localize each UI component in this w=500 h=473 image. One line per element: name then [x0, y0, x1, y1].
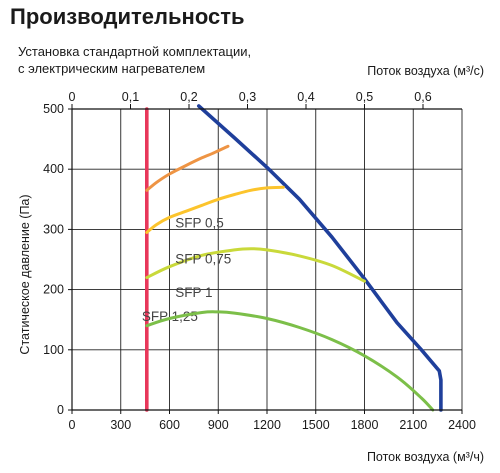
grid-lines [72, 108, 463, 410]
x-tick-label: 2100 [399, 418, 427, 432]
top-tick-label: 0,6 [414, 90, 431, 104]
x-tick-label: 1800 [351, 418, 379, 432]
sfp-curve [145, 310, 435, 412]
top-tick-label: 0,2 [180, 90, 197, 104]
x-tick-label: 2400 [448, 418, 476, 432]
subtitle-line-2: с электрическим нагревателем [18, 61, 206, 76]
subtitle-line-1: Установка стандартной комплектации, [18, 44, 252, 59]
top-tick-label: 0,1 [122, 90, 139, 104]
sfp-curve [145, 247, 366, 283]
y-tick-label: 400 [43, 162, 64, 176]
y-tick-label: 200 [43, 283, 64, 297]
y-tick-label: 500 [43, 102, 64, 116]
chart-axes [68, 104, 463, 414]
chart-subtitle: Установка стандартной комплектации, с эл… [18, 43, 318, 77]
curve-label: SFP 1 [175, 285, 212, 300]
sfp-curve [145, 144, 230, 192]
y-tick-label: 0 [57, 403, 64, 417]
bottom-axis-label: Поток воздуха (м³/ч) [367, 450, 484, 464]
curve-label: SFP 0,5 [175, 216, 224, 231]
top-tick-label: 0,4 [297, 90, 314, 104]
chart-title: Производительность [10, 4, 245, 29]
x-tick-label: 1500 [302, 418, 330, 432]
tick-labels: 0 0,1 0,2 0,3 0,4 0,5 0,6 0 300 600 900 1200 1500 180… [43, 90, 476, 432]
top-tick-label: 0,5 [356, 90, 373, 104]
y-axis-label: Статическое давление (Па) [18, 194, 32, 354]
x-tick-label: 600 [159, 418, 180, 432]
x-tick-label: 300 [110, 418, 131, 432]
top-axis-label: Поток воздуха (м³/с) [367, 64, 484, 78]
x-tick-label: 1200 [253, 418, 281, 432]
top-tick-label: 0 [69, 90, 76, 104]
x-tick-label: 900 [208, 418, 229, 432]
y-tick-label: 300 [43, 222, 64, 236]
top-tick-label: 0,3 [239, 90, 256, 104]
max-performance-curve [197, 104, 443, 412]
x-tick-label: 0 [69, 418, 76, 432]
curve-label: SFP 1,25 [142, 309, 198, 324]
curve-label: SFP 0,75 [175, 252, 231, 267]
y-tick-label: 100 [43, 343, 64, 357]
chart-curves: SFP 1,25 SFP 1 SFP 0,75 SFP 0,5 [142, 104, 443, 412]
sfp-curve [145, 185, 285, 234]
